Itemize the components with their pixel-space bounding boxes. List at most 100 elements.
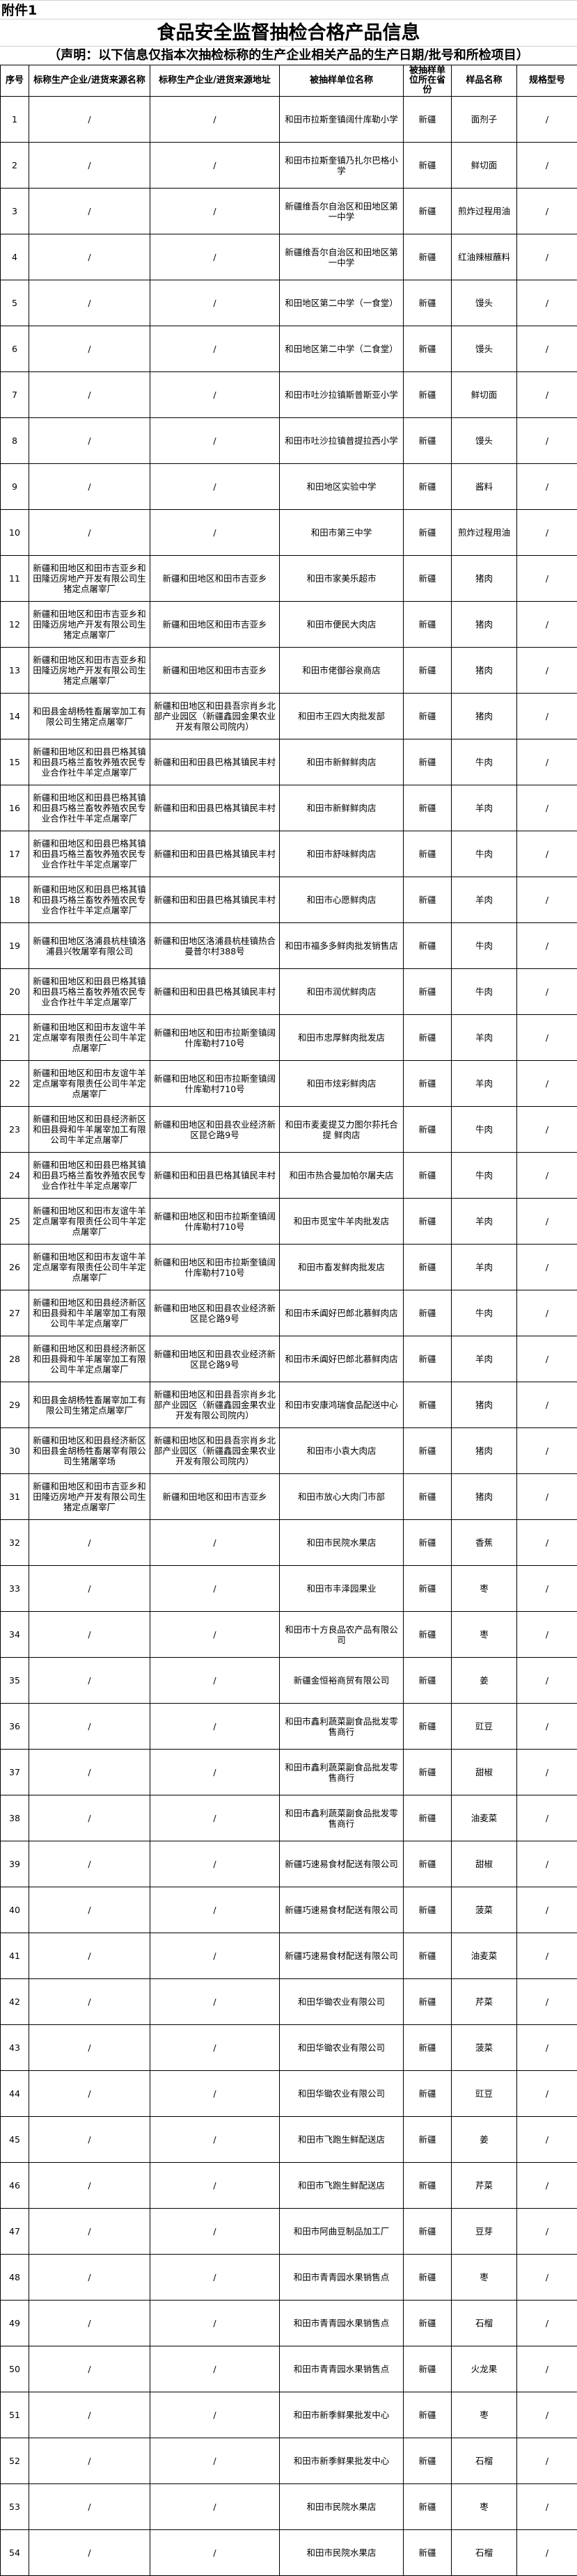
table-row: 54// 和田市民院水果店 新疆 石榴 / [0,2529,577,2576]
table-row: 15 新疆和田地区和田县巴格其镇和田县巧格兰畜牧养殖农民专业合作社牛羊定点屠宰厂新… [0,739,577,785]
cell-sample-name: 火龙果 [451,2346,517,2392]
cell-seq: 48 [0,2254,29,2301]
table-row: 18 新疆和田地区和田县巴格其镇和田县巧格兰畜牧养殖农民专业合作社牛羊定点屠宰厂新… [0,877,577,923]
cell-province: 新疆 [403,1014,452,1061]
cell-manufacturer-name: / [29,2024,150,2071]
cell-province: 新疆 [403,1841,452,1887]
cell-spec: / [516,647,577,694]
cell-sampled-unit: 和田市禾阗好巴郎北慕鲜肉店 [279,1290,404,1336]
cell-seq: 1 [0,96,29,143]
cell-province: 新疆 [403,647,452,694]
table-row: 40// 新疆巧速易食材配送有限公司 新疆 菠菜 / [0,1887,577,1933]
table-row: 30 新疆和田地区和田县经济新区和田县金胡杨牲畜屠宰有限公司生猪屠宰场 新疆和田地区… [0,1427,577,1474]
cell-manufacturer-name: 新疆和田地区和田市友谊牛羊定点屠宰有限责任公司牛羊定点屠宰厂 [29,1244,150,1290]
table-row: 37// 和田市鑫利蔬菜副食品批发零售商行 新疆 甜椒 / [0,1749,577,1795]
cell-spec: / [516,601,577,648]
cell-spec: / [516,1841,577,1887]
cell-sample-name: 芹菜 [451,1978,517,2025]
cell-seq: 19 [0,922,29,969]
cell-province: 新疆 [403,417,452,464]
cell-manufacturer-name: / [29,509,150,556]
table-row: 19 新疆和田地区洛浦县杭桂镇洛浦县兴牧屠宰有限公司 新疆和田地区洛浦县杭桂镇热合曼… [0,922,577,969]
cell-province: 新疆 [403,2483,452,2530]
cell-manufacturer-name: / [29,1933,150,1979]
table-row: 14 和田县金胡杨牲畜屠宰加工有限公司生猪定点屠宰厂 新疆和田地区和田县吾宗肖乡北部… [0,693,577,739]
cell-province: 新疆 [403,280,452,326]
cell-sample-name: 豆芽 [451,2208,517,2255]
cell-manufacturer-address: / [150,1841,280,1887]
cell-manufacturer-address: 新疆和田地区和田市拉斯奎镇阔什库勒村710号 [150,1244,280,1290]
cell-sampled-unit: 和田地区实验中学 [279,463,404,510]
cell-sampled-unit: 和田市拉斯奎镇阔什库勒小学 [279,96,404,143]
cell-spec: / [516,96,577,143]
cell-manufacturer-address: / [150,2392,280,2438]
cell-manufacturer-name: / [29,2070,150,2117]
cell-province: 新疆 [403,463,452,510]
cell-sampled-unit: 和田市畜发鲜肉批发店 [279,1244,404,1290]
page-title: 食品安全监督抽检合格产品信息 [0,19,577,47]
cell-sampled-unit: 新疆巧速易食材配送有限公司 [279,1887,404,1933]
cell-sample-name: 豇豆 [451,2070,517,2117]
cell-seq: 26 [0,1244,29,1290]
cell-sampled-unit: 新疆巧速易食材配送有限公司 [279,1933,404,1979]
table-row: 53// 和田市民院水果店 新疆枣 / [0,2483,577,2530]
cell-spec: / [516,417,577,464]
cell-sample-name: 枣 [451,1611,517,1658]
cell-seq: 5 [0,280,29,326]
cell-manufacturer-name: 新疆和田地区和田市吉亚乡和田隆迈房地产开发有限公司生猪定点屠宰厂 [29,647,150,694]
cell-sampled-unit: 和田市吐沙拉镇斯普斯亚小学 [279,371,404,418]
cell-spec: / [516,2208,577,2255]
cell-sampled-unit: 和田地区第二中学（二食堂） [279,326,404,372]
cell-sampled-unit: 和田市鑫利蔬菜副食品批发零售商行 [279,1795,404,1841]
table-row: 21 新疆和田地区和田市友谊牛羊定点屠宰有限责任公司牛羊定点屠宰厂 新疆和田地区和田… [0,1014,577,1061]
cell-seq: 17 [0,831,29,877]
cell-manufacturer-address: / [150,1933,280,1979]
cell-sample-name: 豇豆 [451,1703,517,1750]
cell-manufacturer-address: 新疆和田和田县巴格其镇民丰村 [150,1152,280,1199]
cell-sampled-unit: 和田市炫彩鲜肉店 [279,1060,404,1107]
cell-manufacturer-name: / [29,2529,150,2576]
cell-manufacturer-name: / [29,1978,150,2025]
cell-province: 新疆 [403,2254,452,2301]
cell-sample-name: 油麦菜 [451,1795,517,1841]
cell-spec: / [516,1657,577,1704]
column-header-sampled-unit: 被抽样单位名称 [279,65,404,97]
cell-sampled-unit: 和田市便民大肉店 [279,601,404,648]
cell-spec: / [516,922,577,969]
cell-sampled-unit: 和田地区第二中学（一食堂） [279,280,404,326]
cell-manufacturer-address: 新疆和田和田县巴格其镇民丰村 [150,831,280,877]
cell-manufacturer-name: / [29,371,150,418]
cell-sampled-unit: 和田市心愿鲜肉店 [279,877,404,923]
cell-manufacturer-name: 新疆和田地区和田县巴格其镇和田县巧格兰畜牧养殖农民专业合作社牛羊定点屠宰厂 [29,877,150,923]
cell-manufacturer-address: / [150,96,280,143]
cell-manufacturer-name: 新疆和田地区和田县经济新区和田县舜和牛羊屠宰加工有限公司牛羊定点屠宰厂 [29,1106,150,1153]
cell-spec: / [516,1519,577,1566]
cell-manufacturer-address: / [150,2070,280,2117]
cell-manufacturer-address: / [150,2208,280,2255]
cell-seq: 7 [0,371,29,418]
cell-manufacturer-name: / [29,463,150,510]
cell-manufacturer-address: / [150,1565,280,1612]
cell-sampled-unit: 和田市新季鲜果批发中心 [279,2438,404,2484]
cell-spec: / [516,1336,577,1382]
cell-manufacturer-name: 新疆和田地区和田县巴格其镇和田县巧格兰畜牧养殖农民专业合作社牛羊定点屠宰厂 [29,831,150,877]
cell-sampled-unit: 和田华锄农业有限公司 [279,2024,404,2071]
cell-province: 新疆 [403,693,452,739]
cell-seq: 2 [0,142,29,189]
table-row: 34// 和田市十方良品农产品有限公司 新疆枣 / [0,1611,577,1658]
table-row: 5// 和田地区第二中学（一食堂） 新疆 馒头 / [0,280,577,326]
cell-spec: / [516,739,577,785]
cell-sampled-unit: 和田市新鲜鲜肉店 [279,785,404,831]
cell-province: 新疆 [403,2116,452,2163]
cell-seq: 15 [0,739,29,785]
table-row: 10// 和田市第三中学 新疆 煎炸过程用油 / [0,509,577,556]
cell-seq: 30 [0,1427,29,1474]
cell-sample-name: 牛肉 [451,739,517,785]
cell-province: 新疆 [403,555,452,602]
cell-spec: / [516,1473,577,1520]
cell-sample-name: 馒头 [451,280,517,326]
cell-spec: / [516,1795,577,1841]
cell-spec: / [516,1978,577,2025]
cell-manufacturer-address: / [150,280,280,326]
cell-spec: / [516,877,577,923]
